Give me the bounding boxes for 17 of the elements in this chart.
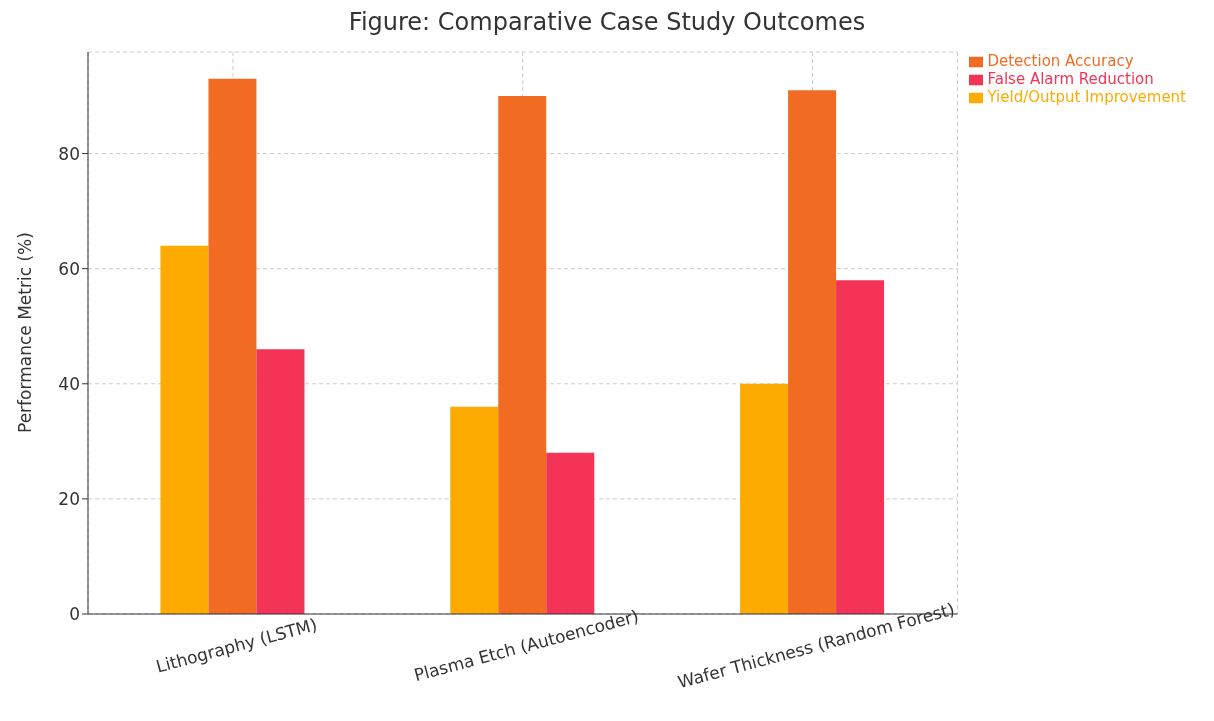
y-tick-label: 40 — [58, 373, 80, 394]
y-tick-label: 0 — [69, 604, 80, 625]
bar — [160, 245, 209, 614]
y-axis-title: Performance Metric (%) — [15, 232, 36, 433]
bar — [836, 280, 885, 614]
bar — [208, 78, 257, 614]
y-tick-label: 60 — [58, 258, 80, 279]
y-tick-label: 20 — [58, 488, 80, 509]
chart-title: Figure: Comparative Case Study Outcomes — [347, 8, 867, 38]
bar — [788, 90, 837, 614]
bar — [450, 406, 499, 614]
y-tick-label: 80 — [58, 143, 80, 164]
legend-label: False Alarm Reduction — [987, 70, 1154, 88]
legend-label: Yield/Output Improvement — [987, 88, 1186, 106]
bar — [256, 349, 305, 614]
legend-label: Detection Accuracy — [987, 52, 1134, 70]
bar — [740, 383, 789, 614]
